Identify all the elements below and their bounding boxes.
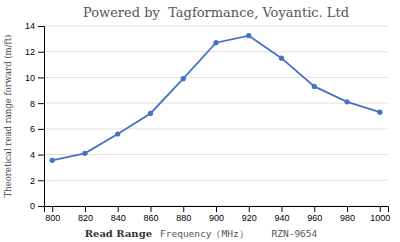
- point: [279, 56, 284, 61]
- point: [148, 111, 153, 116]
- x-tick-mark: [249, 206, 250, 212]
- x-tick-mark: [216, 206, 217, 212]
- grid-line: [44, 77, 388, 78]
- x-tick: 840: [111, 206, 126, 223]
- y-axis-line: [38, 27, 45, 207]
- y-tick-label: 0: [30, 201, 35, 211]
- point: [82, 151, 87, 156]
- x-tick-label: 820: [78, 213, 93, 223]
- y-tick-mark: [38, 26, 44, 27]
- point: [377, 110, 382, 115]
- x-tick-label: 1000: [370, 213, 390, 223]
- x-tick: 800: [45, 206, 60, 223]
- chart: 800 820 840 860 880 900 920 940 960 980 1000 0 2 4 6 8 1…: [0, 0, 400, 242]
- y-axis: 0 2 4 6 8 10 12 14: [25, 21, 45, 211]
- x-tick: 860: [143, 206, 158, 223]
- x-tick: 980: [340, 206, 355, 223]
- y-tick-mark: [38, 77, 44, 78]
- x-tick-mark: [183, 206, 184, 212]
- y-tick: 10: [25, 73, 44, 83]
- x-tick-mark: [282, 206, 283, 212]
- point: [213, 40, 218, 45]
- x-tick-mark: [380, 206, 381, 212]
- y-tick-mark: [38, 180, 44, 181]
- y-tick-label: 12: [25, 47, 35, 57]
- grid-line: [44, 128, 388, 129]
- y-label: Theoretical read range forward (m/ft): [3, 35, 13, 198]
- y-tick-label: 14: [25, 21, 35, 31]
- point: [115, 131, 120, 136]
- x-tick-label: 940: [275, 213, 290, 223]
- x-tick-mark: [118, 206, 119, 212]
- plot-area: 800 820 840 860 880 900 920 940 960 980 1000 0 2 4 6 8 1…: [25, 21, 390, 223]
- title: Powered by Tagformance, Voyantic. Ltd: [83, 5, 349, 20]
- y-tick: 8: [30, 99, 44, 109]
- x-tick-label: 900: [209, 213, 224, 223]
- x-tick-label: 880: [176, 213, 191, 223]
- y-tick: 14: [25, 21, 44, 31]
- y-tick-mark: [38, 129, 44, 130]
- y-tick-mark: [38, 155, 44, 156]
- x-tick: 880: [176, 206, 191, 223]
- x-tick-label: 960: [307, 213, 322, 223]
- x-tick-mark: [85, 206, 86, 212]
- point: [312, 84, 317, 89]
- y-tick: 6: [30, 124, 44, 134]
- x-label: Read Range: [85, 228, 152, 239]
- x-tick-label: 860: [143, 213, 158, 223]
- y-tick: 2: [30, 176, 44, 186]
- grid-line: [44, 154, 388, 155]
- point: [344, 99, 349, 104]
- x-tick: 900: [209, 206, 224, 223]
- y-tick-mark: [38, 103, 44, 104]
- x-label: Frequency（MHz） RZN-9654: [160, 228, 318, 239]
- x-tick-label: 920: [242, 213, 257, 223]
- point: [181, 76, 186, 81]
- series: [50, 33, 383, 163]
- x-tick-mark: [347, 206, 348, 212]
- grid-line: [44, 26, 388, 27]
- x-axis: 800 820 840 860 880 900 920 940 960 980 1000: [45, 206, 391, 223]
- grid-line: [44, 103, 388, 104]
- y-tick-mark: [38, 206, 44, 207]
- y-tick-label: 2: [30, 176, 35, 186]
- x-tick-mark: [52, 206, 53, 212]
- y-tick-label: 6: [30, 124, 35, 134]
- y-tick-label: 4: [30, 150, 35, 160]
- x-tick: 920: [242, 206, 257, 223]
- y-tick-mark: [38, 52, 44, 53]
- y-tick: 4: [30, 150, 44, 160]
- x-tick: 940: [275, 206, 290, 223]
- x-tick-mark: [314, 206, 315, 212]
- x-tick-label: 840: [111, 213, 126, 223]
- x-tick-label: 980: [340, 213, 355, 223]
- line: [52, 36, 380, 161]
- y-tick-label: 10: [25, 73, 35, 83]
- grid: [44, 26, 388, 206]
- x-axis-line: [45, 207, 389, 213]
- y-tick: 12: [25, 47, 44, 57]
- x-tick-mark: [150, 206, 151, 212]
- grid-line: [44, 180, 388, 181]
- point: [50, 158, 55, 163]
- y-tick: 0: [30, 201, 44, 211]
- grid-line: [44, 51, 388, 52]
- y-tick-label: 8: [30, 99, 35, 109]
- point: [246, 33, 251, 38]
- x-tick: 820: [78, 206, 93, 223]
- x-tick: 960: [307, 206, 322, 223]
- x-tick: 1000: [370, 206, 390, 223]
- x-tick-label: 800: [45, 213, 60, 223]
